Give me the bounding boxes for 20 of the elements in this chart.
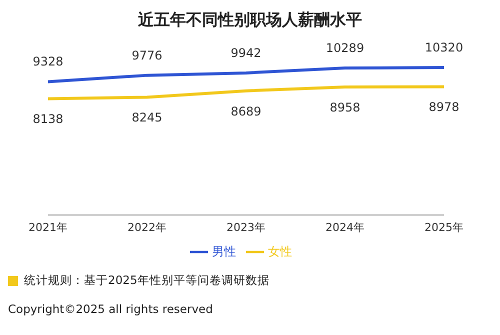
data-label: 10289 xyxy=(326,40,364,55)
legend-label: 男性 xyxy=(212,244,236,258)
x-tick-label: 2022年 xyxy=(128,220,166,234)
data-label: 8978 xyxy=(428,100,460,114)
text: 统计规则：基于2025年性别平等问卷调研数据 xyxy=(24,273,270,288)
data-label: 9328 xyxy=(32,54,64,69)
x-tick-label: 2021年 xyxy=(28,220,68,234)
x-tick-label: 2024年 xyxy=(326,220,364,234)
data-label: 8245 xyxy=(132,110,162,125)
x-tick-label: 2023年 xyxy=(226,220,266,234)
data-label: 10320 xyxy=(424,40,464,55)
data-label: 8138 xyxy=(32,112,64,126)
text: Copyright©2025 all rights reserved xyxy=(8,302,213,316)
data-label: 8958 xyxy=(330,100,360,115)
legend-label: 女性 xyxy=(268,244,292,258)
x-tick-label: 2025年 xyxy=(424,220,464,234)
data-label: 8689 xyxy=(230,104,262,118)
chart-title: 近五年不同性别职场人薪酬水平 xyxy=(137,9,363,31)
data-label: 9942 xyxy=(230,46,262,60)
data-label: 9776 xyxy=(132,48,162,62)
